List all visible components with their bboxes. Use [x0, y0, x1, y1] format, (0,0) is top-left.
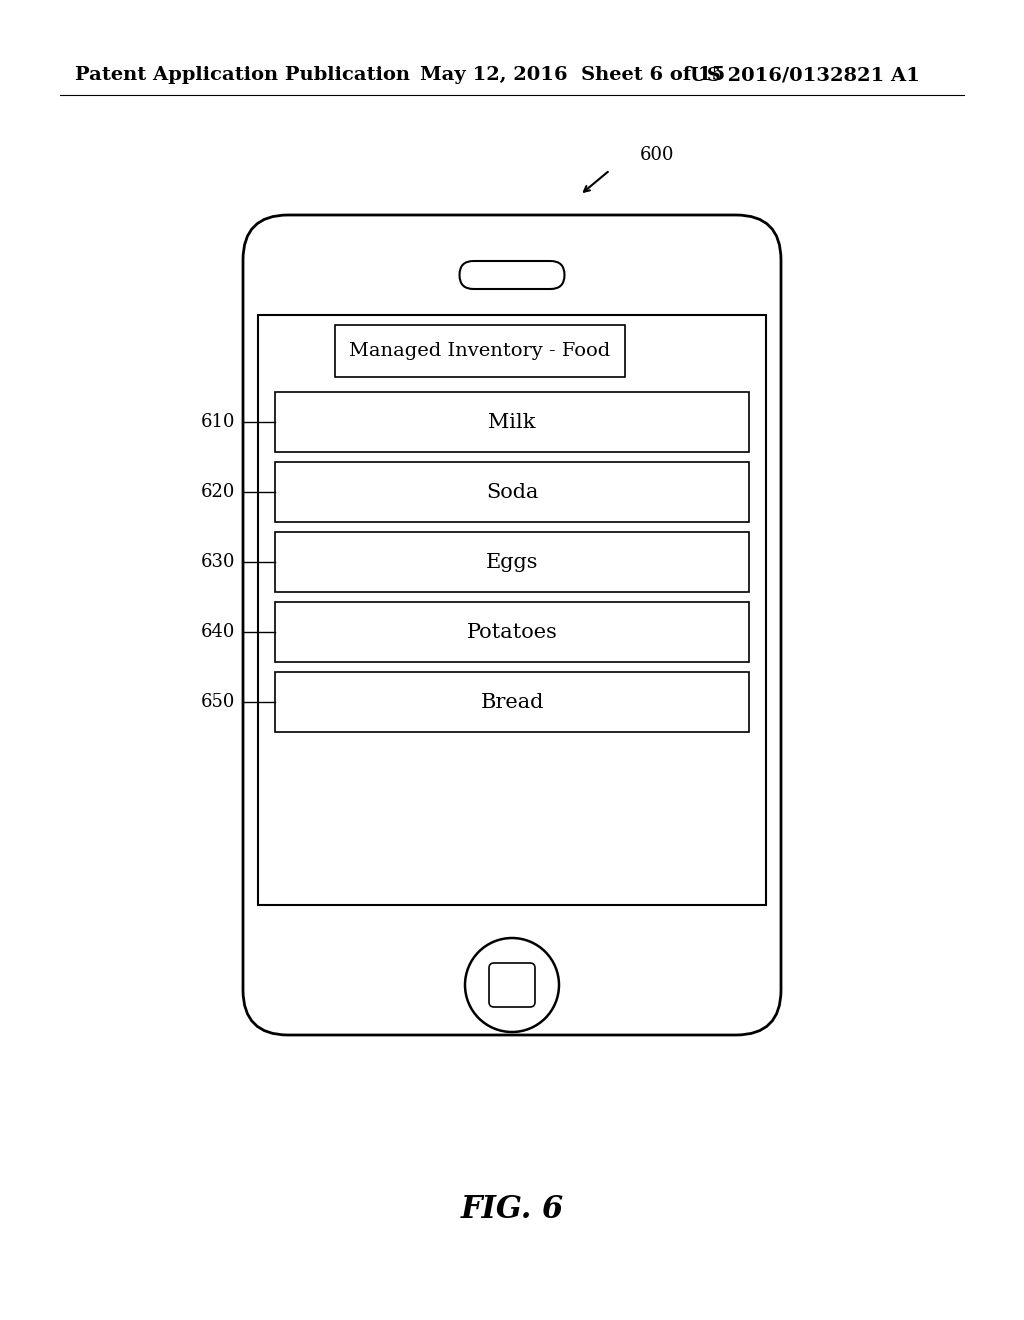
Text: 630: 630	[201, 553, 234, 572]
Text: US 2016/0132821 A1: US 2016/0132821 A1	[690, 66, 920, 84]
FancyBboxPatch shape	[460, 261, 564, 289]
Text: FIG. 6: FIG. 6	[461, 1195, 563, 1225]
Bar	[275, 532, 749, 591]
Text: 600: 600	[640, 147, 675, 164]
Text: 610: 610	[201, 413, 234, 432]
Text: Potatoes: Potatoes	[467, 623, 557, 642]
FancyBboxPatch shape	[243, 215, 781, 1035]
Bar	[275, 392, 749, 451]
Text: Eggs: Eggs	[485, 553, 539, 572]
Text: 620: 620	[201, 483, 234, 502]
Text: Milk: Milk	[488, 412, 536, 432]
Text: Managed Inventory - Food: Managed Inventory - Food	[349, 342, 610, 360]
FancyBboxPatch shape	[489, 964, 535, 1007]
Bar	[335, 325, 625, 378]
Text: Bread: Bread	[480, 693, 544, 711]
Text: 650: 650	[201, 693, 234, 711]
Bar	[275, 462, 749, 521]
Text: Soda: Soda	[485, 483, 539, 502]
Bar	[275, 602, 749, 663]
Bar	[275, 672, 749, 733]
Circle shape	[465, 939, 559, 1032]
Text: Patent Application Publication: Patent Application Publication	[75, 66, 410, 84]
Text: May 12, 2016  Sheet 6 of 15: May 12, 2016 Sheet 6 of 15	[420, 66, 725, 84]
Text: 640: 640	[201, 623, 234, 642]
Bar	[258, 315, 766, 906]
